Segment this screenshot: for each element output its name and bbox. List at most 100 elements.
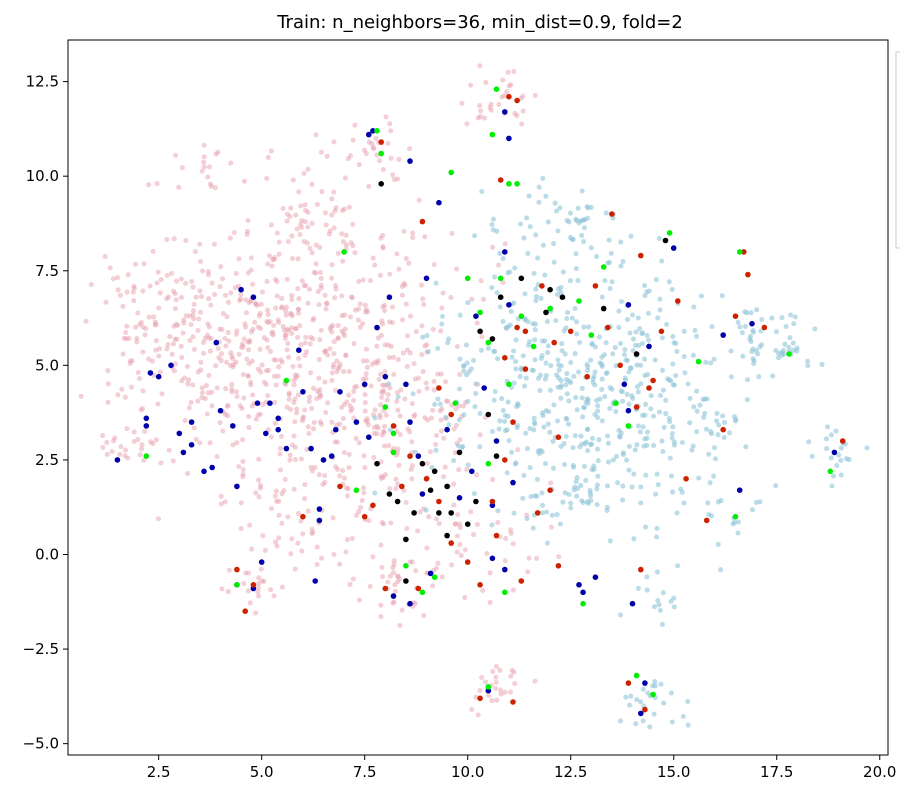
scatter-point-series-1 [451, 458, 457, 464]
scatter-point-series-0 [299, 278, 305, 284]
scatter-point-series-0 [203, 383, 209, 389]
scatter-point-series-5 [497, 294, 504, 301]
scatter-point-series-1 [559, 348, 565, 354]
scatter-point-series-0 [120, 303, 126, 309]
scatter-point-series-0 [370, 255, 376, 261]
scatter-point-series-0 [494, 697, 500, 703]
scatter-point-series-0 [464, 466, 470, 472]
scatter-point-series-0 [245, 570, 252, 576]
scatter-point-series-0 [330, 515, 336, 521]
scatter-point-series-0 [318, 421, 325, 427]
scatter-point-series-0 [340, 468, 346, 474]
scatter-point-series-0 [474, 320, 480, 326]
scatter-point-series-1 [579, 233, 585, 239]
scatter-point-series-2 [502, 109, 508, 115]
scatter-point-series-0 [285, 239, 291, 245]
scatter-point-series-1 [748, 310, 754, 316]
scatter-point-series-2 [642, 680, 648, 686]
scatter-point-series-0 [387, 271, 393, 277]
scatter-point-series-1 [455, 443, 461, 449]
scatter-point-series-0 [206, 296, 212, 302]
scatter-point-series-0 [399, 292, 405, 298]
scatter-point-series-1 [624, 317, 631, 323]
scatter-point-series-0 [347, 581, 353, 587]
scatter-point-series-1 [545, 219, 551, 225]
scatter-point-series-1 [557, 205, 563, 211]
scatter-point-series-0 [361, 453, 367, 459]
scatter-point-series-0 [362, 408, 368, 414]
scatter-point-series-0 [393, 486, 399, 492]
scatter-point-series-1 [564, 371, 570, 377]
scatter-point-series-2 [625, 407, 632, 414]
scatter-point-series-0 [218, 493, 224, 499]
scatter-point-series-0 [237, 296, 244, 302]
scatter-point-series-0 [138, 319, 144, 326]
scatter-point-series-0 [327, 228, 333, 234]
scatter-point-series-1 [809, 453, 815, 459]
scatter-point-series-1 [489, 428, 495, 434]
scatter-point-series-1 [794, 348, 800, 354]
scatter-point-series-3 [419, 218, 426, 225]
scatter-point-series-0 [201, 350, 207, 356]
scatter-point-series-0 [435, 371, 441, 377]
scatter-point-series-0 [403, 256, 409, 262]
scatter-point-series-1 [697, 402, 703, 408]
scatter-point-series-0 [477, 103, 483, 109]
scatter-point-series-1 [573, 319, 580, 325]
scatter-point-series-1 [513, 366, 519, 372]
scatter-point-series-1 [558, 384, 564, 390]
scatter-point-series-4 [786, 351, 792, 357]
scatter-point-series-1 [606, 237, 612, 243]
scatter-point-series-1 [545, 343, 551, 349]
scatter-point-series-0 [398, 387, 404, 393]
scatter-point-series-1 [457, 356, 463, 362]
scatter-point-series-0 [334, 369, 340, 375]
scatter-point-series-1 [472, 233, 478, 239]
scatter-point-series-0 [296, 296, 302, 302]
scatter-point-series-1 [642, 412, 648, 418]
scatter-point-series-4 [353, 487, 360, 494]
scatter-point-series-0 [137, 452, 143, 458]
y-tick-label: 12.5 [26, 73, 59, 91]
scatter-point-series-1 [473, 381, 479, 387]
scatter-point-series-1 [581, 239, 587, 245]
scatter-point-series-0 [424, 545, 430, 551]
scatter-point-series-1 [530, 525, 536, 531]
scatter-point-series-3 [493, 532, 500, 539]
scatter-point-series-0 [159, 391, 165, 397]
scatter-point-series-4 [666, 230, 673, 236]
scatter-point-series-4 [547, 305, 553, 312]
scatter-point-series-1 [544, 509, 550, 515]
scatter-point-series-0 [287, 452, 293, 458]
scatter-point-series-4 [485, 460, 492, 467]
scatter-point-series-0 [322, 379, 328, 385]
scatter-point-series-0 [164, 346, 170, 352]
scatter-point-series-1 [513, 460, 519, 466]
scatter-point-series-1 [711, 356, 717, 362]
scatter-point-series-0 [271, 373, 278, 379]
scatter-point-series-0 [302, 407, 308, 413]
scatter-point-series-3 [555, 434, 562, 441]
scatter-point-series-0 [352, 122, 358, 128]
scatter-point-series-1 [570, 445, 576, 451]
scatter-point-series-0 [328, 275, 335, 281]
scatter-point-series-0 [383, 412, 389, 418]
scatter-point-series-0 [344, 485, 350, 491]
scatter-point-series-0 [483, 679, 489, 685]
scatter-point-series-1 [660, 448, 666, 455]
scatter-point-series-0 [248, 298, 254, 304]
scatter-point-series-2 [353, 419, 360, 425]
scatter-point-series-1 [500, 255, 506, 262]
scatter-point-series-0 [357, 324, 363, 330]
scatter-point-series-3 [741, 249, 747, 255]
scatter-point-series-4 [390, 430, 397, 437]
scatter-point-series-0 [314, 396, 320, 402]
scatter-point-series-1 [562, 462, 568, 468]
scatter-point-series-1 [584, 427, 590, 433]
scatter-point-series-0 [265, 427, 272, 433]
scatter-point-series-0 [253, 416, 259, 422]
scatter-point-series-1 [634, 384, 640, 390]
scatter-point-series-0 [234, 440, 240, 446]
scatter-point-series-0 [407, 429, 413, 435]
scatter-point-series-2 [382, 373, 389, 380]
